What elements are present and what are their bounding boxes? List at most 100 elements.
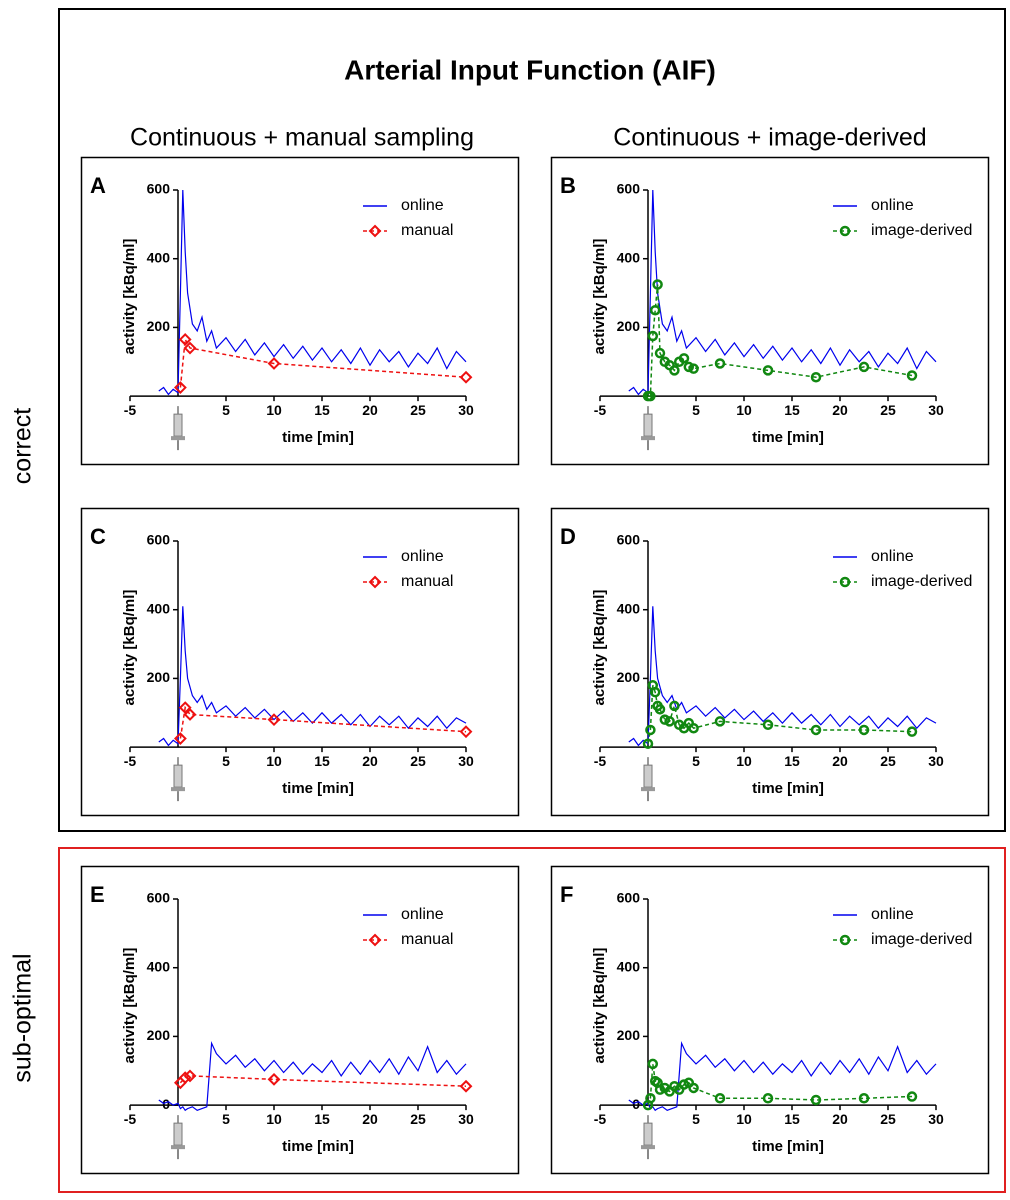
marker (368, 224, 382, 238)
y-axis-title: activity [kBq/ml] (121, 948, 138, 1064)
legend-label: image-derived (871, 573, 972, 590)
marker (688, 363, 699, 374)
marker (688, 722, 699, 734)
legend-label: manual (401, 222, 453, 239)
y-tick-label: 400 (147, 600, 171, 616)
legend-label: image-derived (871, 931, 972, 948)
panel-frame (550, 156, 990, 466)
figure-title: Arterial Input Function (AIF) (344, 54, 716, 85)
x-axis-title: time [min] (282, 1138, 354, 1155)
marker (368, 575, 382, 589)
x-tick-label: 5 (222, 753, 230, 769)
x-tick-label: 10 (736, 753, 752, 769)
x-tick-label: 25 (410, 1111, 426, 1127)
syringe-icon (641, 757, 655, 802)
x-tick-label: 30 (458, 402, 474, 418)
x-tick-label: 30 (928, 402, 944, 418)
marker (647, 330, 659, 342)
legend-label: online (401, 548, 444, 565)
marker (267, 713, 281, 727)
legend-entry: image-derived (833, 931, 972, 948)
panel: A -5 5 10 15 20 25 30 200 400 600 time [min] activit… (80, 156, 520, 466)
legend-entry: manual (363, 931, 453, 948)
marker (178, 701, 192, 715)
legend-label: image-derived (871, 222, 972, 239)
marker (664, 716, 675, 727)
x-axis-title: time [min] (752, 429, 824, 446)
y-tick-label: 600 (147, 890, 171, 906)
x-tick-label: 20 (832, 753, 848, 769)
syringe-barrel (173, 1122, 183, 1146)
marker (642, 738, 654, 749)
marker (659, 714, 671, 725)
x-tick-label: 30 (458, 753, 474, 769)
legend-entry: online (363, 906, 444, 923)
x-tick-label: 15 (314, 753, 330, 769)
panel: B -5 5 10 15 20 25 30 200 400 600 time [min] activit… (550, 156, 990, 466)
syringe-barrel (173, 764, 183, 788)
marker (906, 1091, 918, 1102)
row-label: correct (9, 408, 37, 484)
marker (678, 353, 690, 364)
x-tick-label: 15 (784, 402, 800, 418)
marker (906, 370, 918, 381)
panel-label: E (90, 882, 105, 907)
y-tick-label: 600 (617, 890, 641, 906)
marker (652, 279, 663, 290)
x-tick-label: 15 (314, 1111, 330, 1127)
marker (654, 1084, 666, 1095)
panel-frame (550, 507, 990, 817)
marker (762, 719, 774, 731)
y-tick-label: 600 (617, 532, 641, 548)
panel: F -5 5 10 15 20 25 30 0 200 400 600 time [min] activi… (550, 865, 990, 1175)
y-axis-title: activity [kBq/ml] (591, 590, 608, 706)
marker (669, 700, 680, 712)
marker (810, 724, 822, 736)
legend-label: online (871, 548, 914, 565)
marker (906, 726, 918, 737)
legend-label: manual (401, 931, 453, 948)
y-tick-label: 600 (617, 181, 641, 197)
syringe-icon (171, 757, 185, 802)
x-tick-label: 10 (266, 753, 282, 769)
marker (858, 361, 870, 373)
x-tick-label: 30 (458, 1111, 474, 1127)
marker (183, 1069, 197, 1083)
legend-entry: image-derived (833, 573, 972, 590)
y-tick-label: 400 (617, 249, 641, 265)
marker (647, 1058, 659, 1070)
marker (839, 934, 851, 946)
x-tick-label: 25 (880, 753, 896, 769)
marker (714, 1093, 726, 1104)
marker (714, 716, 726, 727)
x-tick-label: 10 (266, 1111, 282, 1127)
x-tick-label: 5 (222, 1111, 230, 1127)
panel-frame (80, 507, 520, 817)
x-tick-label: 30 (928, 1111, 944, 1127)
x-tick-label: -5 (124, 1111, 137, 1127)
x-tick-label: 30 (928, 753, 944, 769)
x-tick-label: 20 (362, 1111, 378, 1127)
row-label: sub-optimal (9, 953, 37, 1082)
panel-frame (80, 865, 520, 1175)
panel-label: F (560, 882, 573, 907)
syringe-barrel (643, 764, 653, 788)
dashed-line (179, 336, 467, 388)
marker (688, 1082, 699, 1094)
suboptimal-frame (58, 847, 1006, 1193)
syringe-barrel (643, 1122, 653, 1146)
syringe-plunger (641, 436, 655, 441)
panel-frame (80, 156, 520, 466)
x-tick-label: -5 (594, 1111, 607, 1127)
series-line (158, 189, 467, 396)
legend-entry: manual (363, 573, 453, 590)
syringe-icon (641, 406, 655, 451)
marker (645, 390, 656, 402)
marker (858, 724, 870, 736)
marker (459, 725, 473, 739)
series-line (158, 1040, 467, 1112)
marker (810, 1094, 822, 1106)
x-tick-label: 20 (832, 402, 848, 418)
syringe-icon (171, 1115, 185, 1160)
legend-label: online (401, 906, 444, 923)
